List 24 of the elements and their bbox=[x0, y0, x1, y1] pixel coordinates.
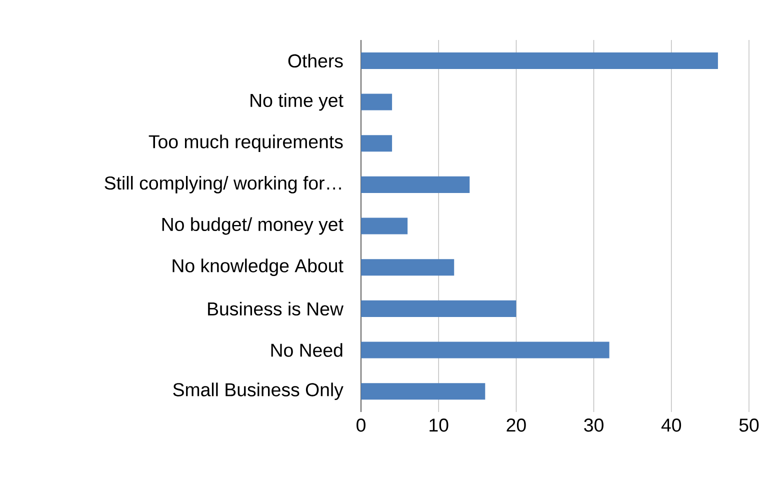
y-tick-label: Small Business Only bbox=[173, 382, 344, 400]
y-tick-label: No Need bbox=[271, 343, 342, 357]
y-tick-label: Still complying/ working for… bbox=[104, 176, 341, 194]
bar bbox=[361, 300, 516, 317]
x-tick-label: 10 bbox=[430, 418, 448, 432]
y-tick-label: Business is New bbox=[208, 302, 344, 316]
y-tick-label: No budget/ money yet bbox=[162, 217, 344, 235]
bar bbox=[361, 342, 610, 358]
bar bbox=[361, 52, 718, 69]
y-tick-label: Others bbox=[288, 54, 343, 68]
x-tick-label: 50 bbox=[739, 418, 759, 432]
x-tick-label: 30 bbox=[584, 418, 604, 432]
bar bbox=[361, 383, 486, 400]
x-tick-label: 40 bbox=[661, 418, 682, 432]
bar bbox=[361, 176, 470, 193]
x-tick-label: 20 bbox=[506, 418, 526, 432]
y-tick-label: Too much requirements bbox=[148, 134, 343, 152]
x-tick-label: 0 bbox=[356, 418, 366, 432]
bar bbox=[361, 135, 392, 152]
y-tick-label: No time yet bbox=[250, 93, 344, 111]
bar bbox=[361, 94, 392, 110]
y-tick-label: No knowledge About bbox=[172, 258, 344, 276]
bar bbox=[361, 259, 454, 276]
bar bbox=[361, 218, 408, 234]
